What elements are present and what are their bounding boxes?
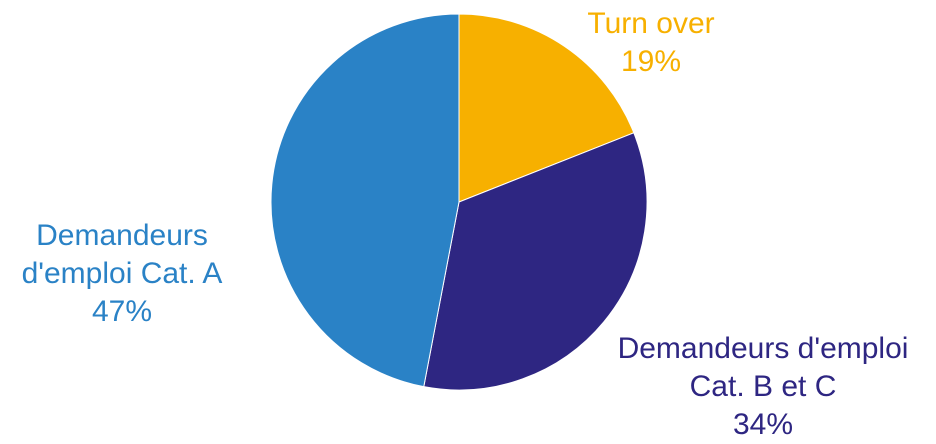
slice-label-turnover-percent: 19% bbox=[620, 45, 682, 78]
slice-label-cat-b-c-percent: 34% bbox=[732, 408, 794, 441]
slice-label-cat-b-c-name-line2: Cat. B et C bbox=[689, 370, 837, 403]
slice-label-cat-a-name-line1: Demandeurs bbox=[36, 219, 208, 252]
pie-slice-cat-b-c bbox=[423, 132, 648, 391]
slice-label-turnover-name: Turn over bbox=[587, 7, 715, 40]
slice-label-cat-a-percent: 47% bbox=[91, 295, 153, 328]
slice-label-cat-a-name-line2: d'emploi Cat. A bbox=[21, 257, 223, 290]
pie-slices bbox=[270, 13, 648, 391]
slice-label-cat-b-c-name-line1: Demandeurs d'emploi bbox=[617, 332, 909, 365]
pie-slice-cat-a bbox=[270, 13, 460, 388]
slice-label-cat-a: Demandeurs d'emploi Cat. A 47% bbox=[2, 217, 242, 331]
slice-label-turnover: Turn over 19% bbox=[566, 5, 736, 81]
slice-label-cat-b-c: Demandeurs d'emploi Cat. B et C 34% bbox=[590, 330, 936, 444]
pie-slice-turnover bbox=[458, 13, 635, 203]
